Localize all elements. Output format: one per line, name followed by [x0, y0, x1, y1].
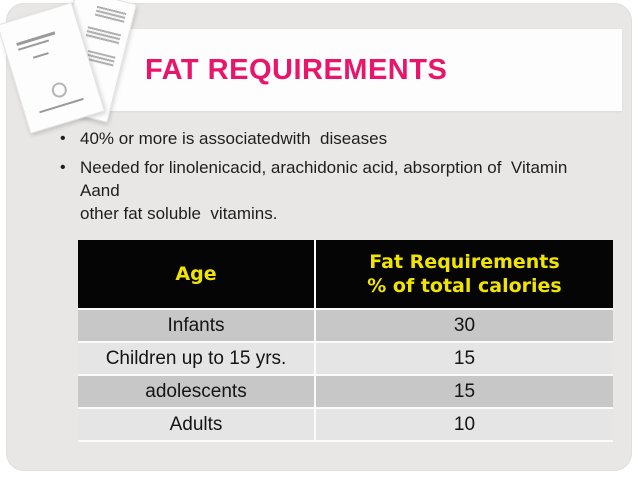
age-cell-value: Infants	[167, 314, 225, 336]
fat-cell-value: 30	[453, 314, 476, 336]
paper-text-block	[94, 5, 127, 24]
slide-background: FAT REQUIREMENTS 40% or more is associat…	[0, 0, 632, 471]
paper-footer-line	[39, 97, 84, 114]
table-row-age: Infants	[78, 310, 314, 341]
paper-text-block	[85, 26, 122, 46]
age-cell-value: Children up to 15 yrs.	[105, 347, 287, 369]
table-row-age: Adults	[78, 409, 314, 440]
table-row-value: 15	[316, 343, 613, 374]
table-header-fat-line2: % of total calories	[367, 275, 562, 297]
paper-subtitle-line	[32, 52, 49, 59]
table-row-age: Children up to 15 yrs.	[78, 343, 314, 374]
page-title: FAT REQUIREMENTS	[145, 54, 448, 86]
table-row-value: 15	[316, 376, 613, 407]
title-banner: FAT REQUIREMENTS	[105, 29, 622, 111]
table-header-fat-line1: Fat Requirements	[369, 251, 560, 273]
fat-cell-value: 10	[453, 413, 476, 435]
age-cell-value: adolescents	[145, 380, 247, 402]
bullet-list: 40% or more is associatedwith diseases N…	[56, 127, 601, 231]
paper-emblem-icon	[49, 80, 69, 100]
bullet-item: 40% or more is associatedwith diseases	[56, 127, 601, 150]
table-header-fat-requirements: Fat Requirements % of total calories	[316, 240, 613, 308]
table-header-age: Age	[78, 240, 314, 308]
fat-cell-value: 15	[453, 347, 476, 369]
bullet-item: Needed for linolenicacid, arachidonic ac…	[56, 156, 601, 225]
table-row-value: 30	[316, 310, 613, 341]
manual-booklets-image	[0, 0, 138, 134]
age-cell-value: Adults	[169, 413, 223, 435]
fat-requirements-table: Age Fat Requirements % of total calories…	[78, 240, 613, 442]
table-row-age: adolescents	[78, 376, 314, 407]
table-row-value: 10	[316, 409, 613, 440]
bullet-text: Needed for linolenicacid, arachidonic ac…	[80, 158, 568, 223]
fat-cell-value: 15	[453, 380, 476, 402]
table-header-age-label: Age	[175, 263, 217, 285]
bullet-text: 40% or more is associatedwith diseases	[80, 129, 388, 148]
